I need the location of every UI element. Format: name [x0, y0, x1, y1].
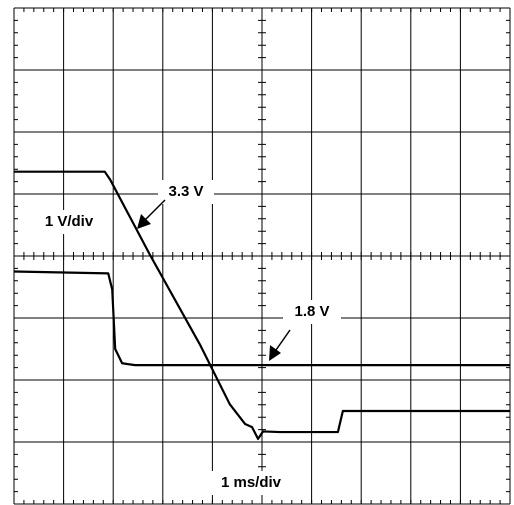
minor-ticks [13, 7, 511, 505]
annotation: 1.8 V [294, 303, 329, 320]
arrow [137, 199, 291, 361]
trace [14, 170, 510, 440]
y-axis-label: 1 V/div [45, 213, 94, 230]
trace [13, 270, 510, 367]
label-bg [203, 471, 299, 495]
x-axis-label: 1 ms/div [221, 474, 282, 491]
label-bg [28, 210, 110, 234]
grid [13, 7, 511, 505]
label-bg [158, 180, 214, 204]
annotation: 3.3 V [168, 183, 203, 200]
label-bg [283, 300, 341, 324]
traces [13, 170, 510, 440]
